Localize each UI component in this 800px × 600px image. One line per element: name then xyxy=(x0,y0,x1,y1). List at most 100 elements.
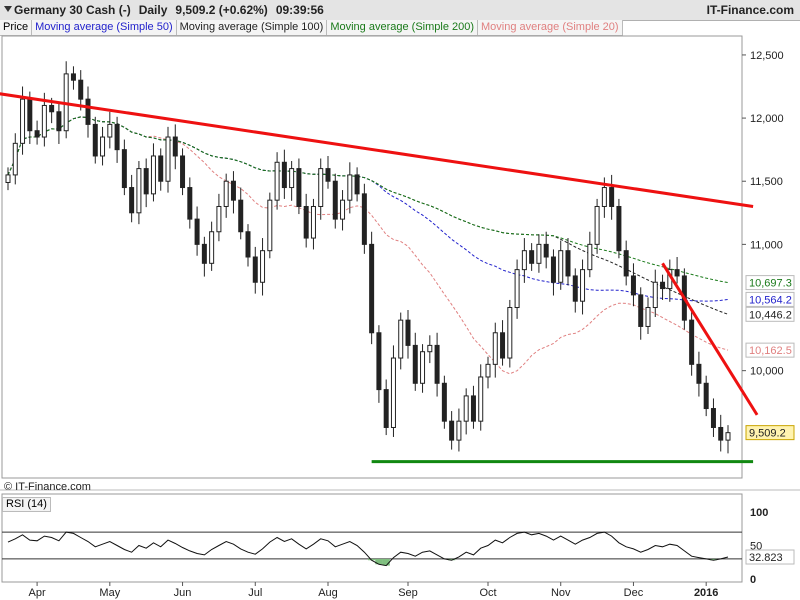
candle-body xyxy=(347,174,353,201)
candle-body xyxy=(369,243,375,334)
candle-body xyxy=(70,73,76,81)
candle-body xyxy=(274,161,280,201)
candle-body xyxy=(296,168,302,207)
candle-body xyxy=(310,205,316,239)
candle-body xyxy=(78,79,84,100)
candle-body xyxy=(27,98,33,132)
candle-body xyxy=(412,344,418,384)
candle-body xyxy=(318,168,324,207)
x-tick-label: Aug xyxy=(318,587,338,599)
copyright-text: © IT-Finance.com xyxy=(4,481,91,493)
candle-body xyxy=(710,408,716,428)
candle-body xyxy=(405,319,411,346)
candle-body xyxy=(660,281,666,290)
candle-body xyxy=(601,187,607,207)
ma200-value-label: 10,697.3 xyxy=(749,278,792,290)
candle-body xyxy=(12,142,18,176)
price-change: 9,509.2 (+0.62%) xyxy=(175,3,268,17)
candle-body xyxy=(500,332,506,359)
candle-body xyxy=(245,231,251,258)
candle-body xyxy=(703,382,709,410)
candle-body xyxy=(238,199,244,233)
candle-body xyxy=(550,256,556,283)
candle-body xyxy=(129,187,135,214)
candle-body xyxy=(267,199,273,252)
candle-body xyxy=(332,180,338,220)
candle-body xyxy=(325,168,331,182)
rsi-y-tick-label: 100 xyxy=(750,507,768,519)
candle-body xyxy=(558,250,564,283)
ma200-line xyxy=(7,116,729,284)
ma20-value-label: 10,162.5 xyxy=(749,345,792,357)
candle-body xyxy=(485,363,491,378)
x-tick-label: Nov xyxy=(551,587,571,599)
candle-body xyxy=(252,256,258,283)
candle-body xyxy=(718,426,724,441)
candle-body xyxy=(143,168,149,195)
candle-body xyxy=(674,269,680,277)
candle-body xyxy=(281,161,287,189)
candle-body xyxy=(434,344,440,384)
candle-body xyxy=(623,250,629,277)
candle-body xyxy=(20,98,26,144)
candle-body xyxy=(361,193,367,245)
ma50-value-label: 10,564.2 xyxy=(749,294,792,306)
menu-arrow-icon[interactable] xyxy=(4,6,12,12)
chart-title: Germany 30 Cash (-) Daily 9,509.2 (+0.62%)… xyxy=(14,0,324,20)
candle-body xyxy=(536,243,542,264)
candle-body xyxy=(390,357,396,428)
y-tick-label: 12,500 xyxy=(750,50,784,62)
candle-body xyxy=(150,155,156,195)
candle-body xyxy=(34,130,40,138)
candle-body xyxy=(100,136,106,157)
ma100-value-label-box xyxy=(745,306,795,322)
candle-body xyxy=(289,168,295,189)
candle-body xyxy=(514,269,520,309)
candle-body xyxy=(652,281,658,309)
ma50-value-label-box xyxy=(745,291,795,307)
candle-body xyxy=(580,269,586,302)
candle-body xyxy=(194,218,200,245)
candle-body xyxy=(158,155,164,182)
candle-body xyxy=(420,351,426,384)
candle-body xyxy=(230,180,236,201)
candle-body xyxy=(107,123,113,138)
rsi-oversold-fill xyxy=(709,558,718,561)
rsi-label[interactable]: RSI (14) xyxy=(2,497,51,512)
candle-body xyxy=(594,205,600,245)
candle-body xyxy=(689,319,695,365)
candle-body xyxy=(201,243,207,264)
candle-body xyxy=(609,187,615,207)
candle-body xyxy=(696,363,702,384)
rsi-value-label: 32.823 xyxy=(749,552,783,564)
candle-body xyxy=(209,231,215,264)
instrument-name: Germany 30 Cash (-) xyxy=(14,3,131,17)
candle-body xyxy=(478,376,484,422)
candle-body xyxy=(383,389,389,428)
rsi-y-tick-label: 50 xyxy=(750,541,762,553)
trendline xyxy=(661,262,759,416)
candle-body xyxy=(441,382,447,422)
rsi-oversold-fill xyxy=(375,558,383,565)
ma200-value-label-box xyxy=(745,275,795,291)
y-tick-label: 11,500 xyxy=(750,176,783,188)
y-tick-label: 10,000 xyxy=(750,366,784,378)
candle-body xyxy=(638,294,644,327)
candle-body xyxy=(85,98,91,125)
candle-body xyxy=(376,332,382,391)
candle-body xyxy=(507,307,513,359)
legend-ma100[interactable]: Moving average (Simple 100) xyxy=(176,20,328,36)
candle-body xyxy=(543,243,549,258)
candle-body xyxy=(645,307,651,327)
candle-body xyxy=(449,420,455,441)
candle-body xyxy=(180,155,186,189)
x-tick-label: Jul xyxy=(248,587,262,599)
candle-body xyxy=(492,332,498,365)
x-tick-label: 2016 xyxy=(694,587,718,599)
candle-body xyxy=(187,187,193,220)
rsi-y-tick-label: 0 xyxy=(750,574,756,586)
candle-body xyxy=(398,319,404,359)
x-tick-label: Sep xyxy=(398,587,418,599)
rsi-oversold-fill xyxy=(382,558,390,566)
